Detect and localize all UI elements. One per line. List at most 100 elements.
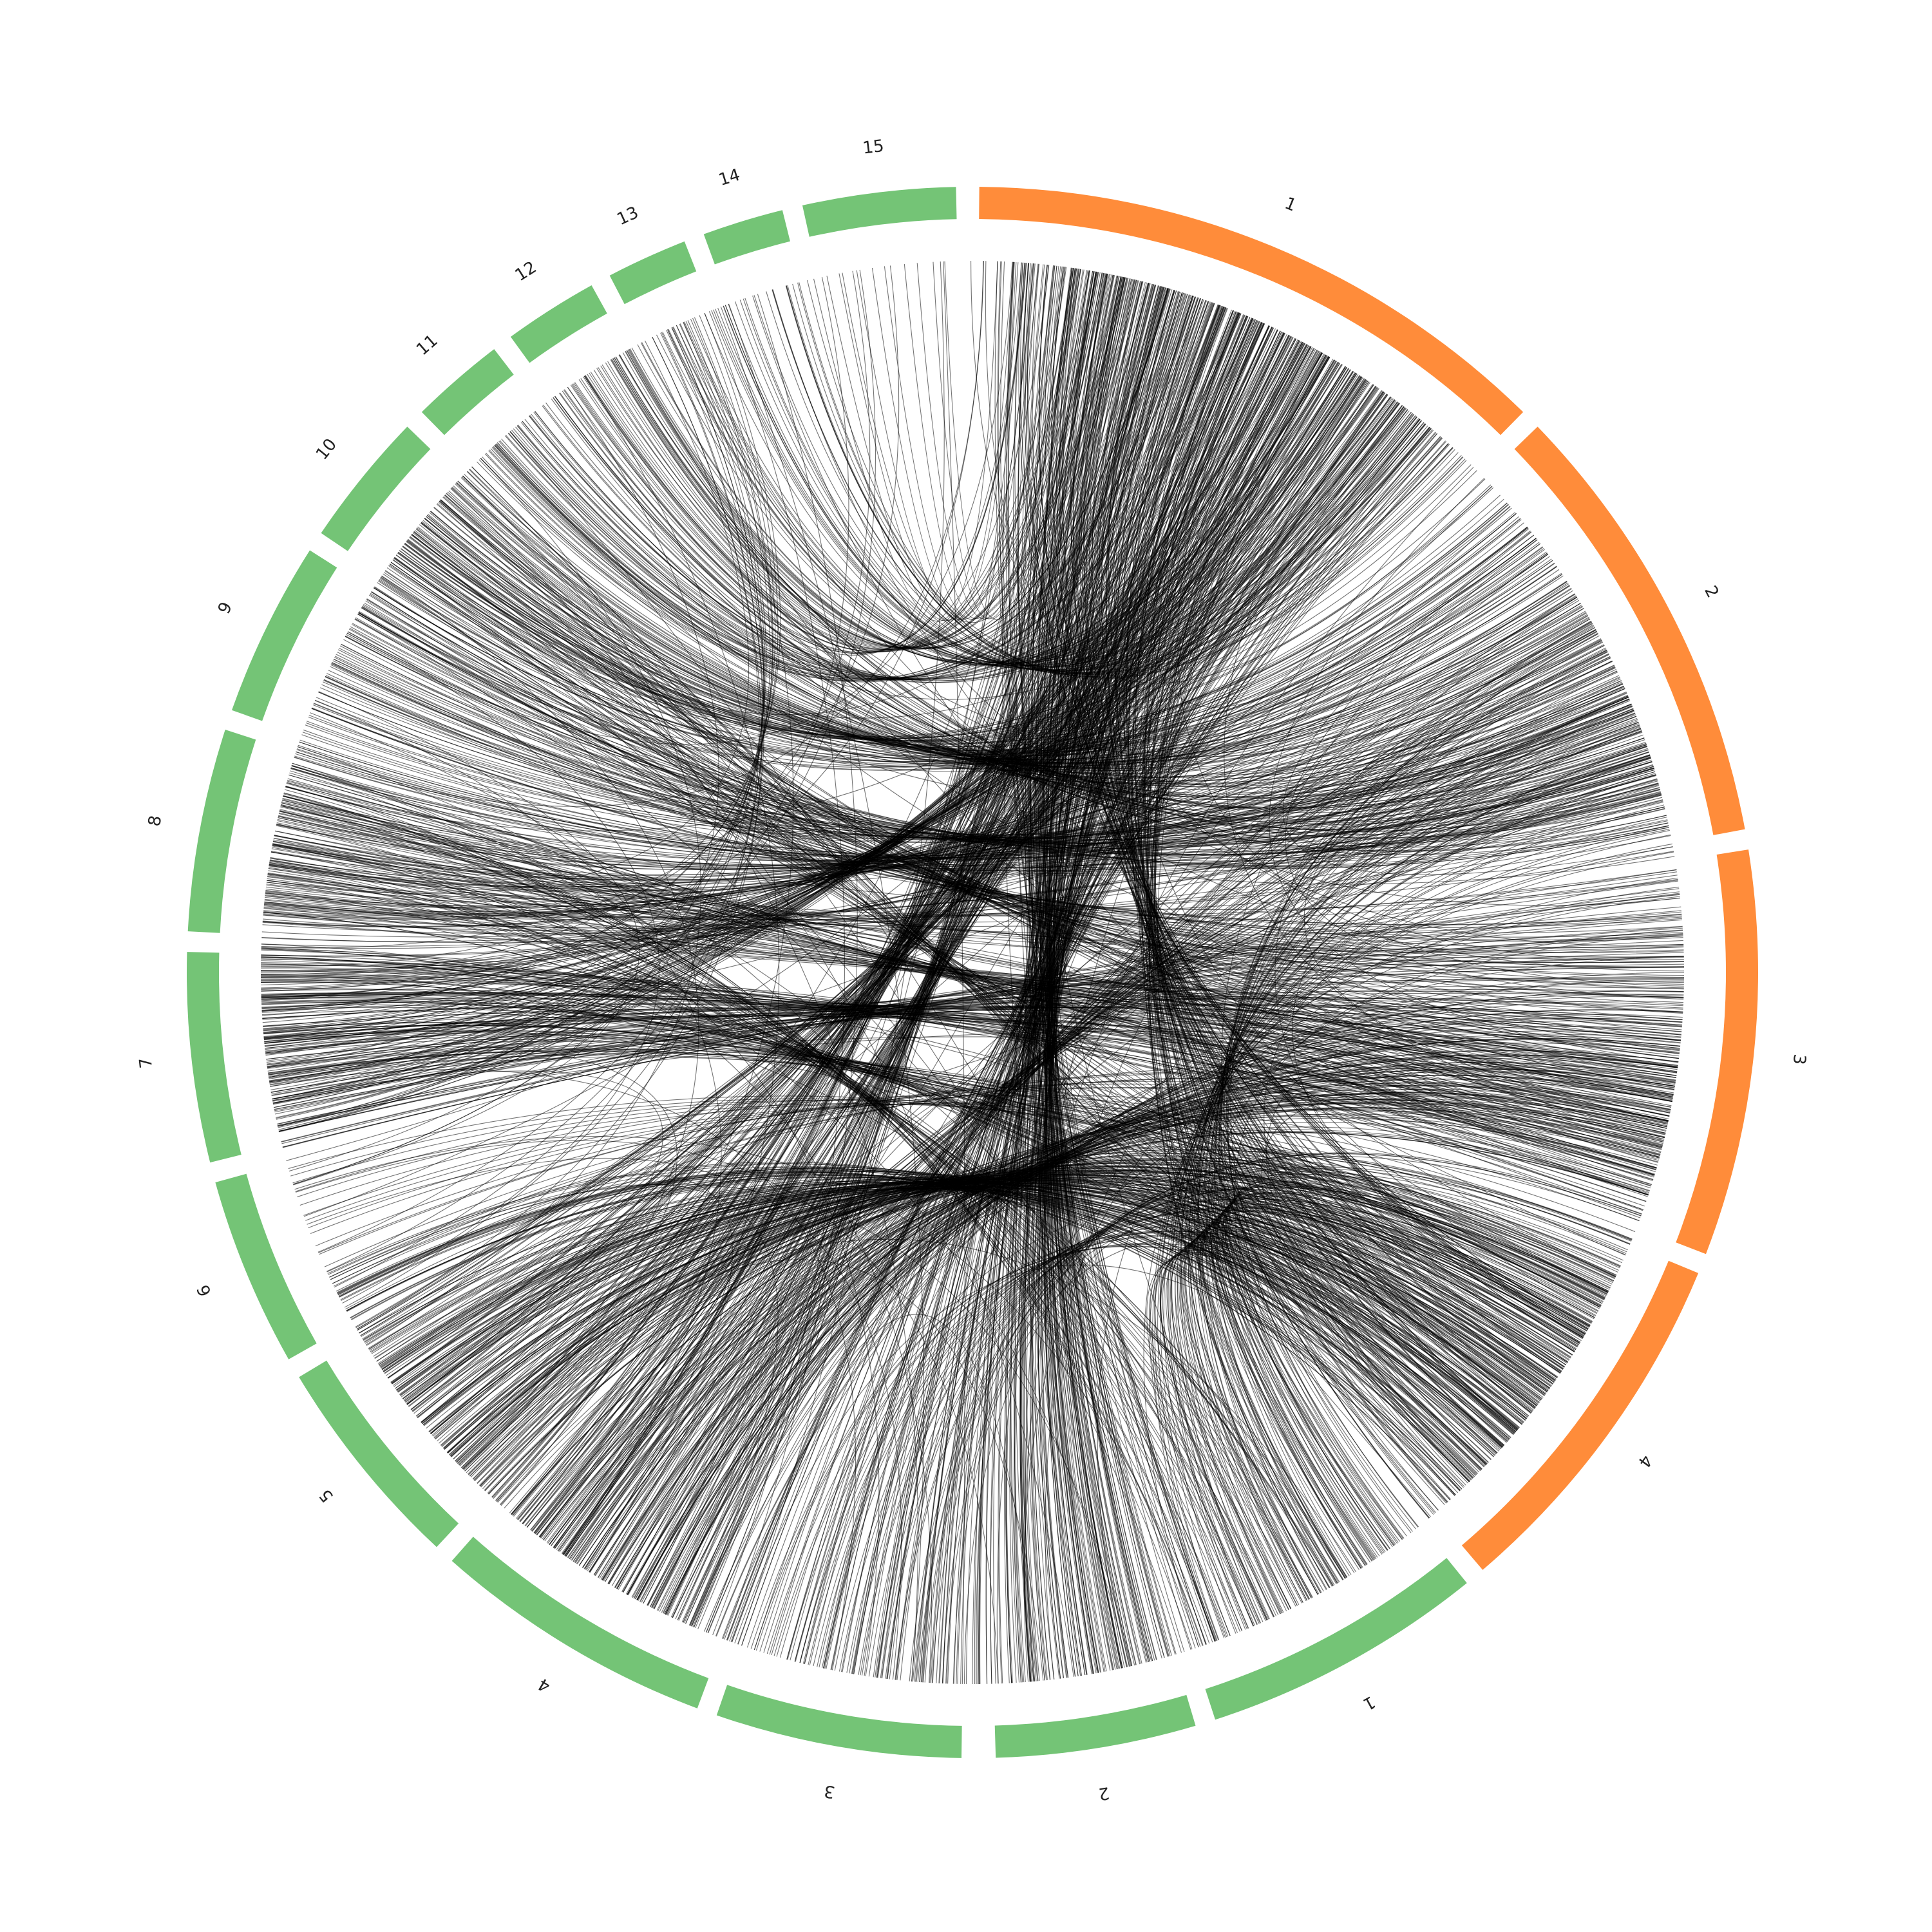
link-bundle-11 <box>1159 1251 1487 1620</box>
link-bundle-22 <box>289 774 1654 1178</box>
link-bundle-15 <box>924 1153 1642 1683</box>
link-sparse <box>422 486 1493 1425</box>
link-bundle-17 <box>544 787 1660 1542</box>
link-bundle-24 <box>421 504 1509 744</box>
link-bundle-26 <box>626 294 1191 649</box>
link-sparse <box>383 573 699 1468</box>
link-bundle-29 <box>261 666 1615 949</box>
link-bundle-24 <box>453 485 1578 761</box>
link-bundle-17 <box>538 755 1651 1537</box>
link-sparse <box>712 307 846 1635</box>
link-bundle-24 <box>392 437 1443 740</box>
link-sparse <box>333 1184 779 1627</box>
link-bundle-19 <box>455 1166 1607 1462</box>
link-bundle-26 <box>605 276 1121 648</box>
link-bundle-24 <box>433 507 1547 752</box>
segment-label-green-10: 10 <box>312 435 341 464</box>
link-sparse <box>772 289 1664 1141</box>
link-sparse <box>842 272 1103 623</box>
link-sparse <box>292 386 719 1185</box>
link-sparse <box>1027 263 1684 962</box>
link-sparse <box>1023 886 1680 1682</box>
link-bundle-11 <box>1146 1258 1473 1633</box>
link-sparse <box>269 1069 857 1671</box>
link-bundle-27 <box>344 332 764 1308</box>
link-bundle-28 <box>813 261 998 622</box>
link-sparse <box>265 625 1594 1049</box>
link-bundle-15 <box>799 1231 1551 1663</box>
link-bundle-27 <box>334 336 760 1288</box>
link-sparse <box>393 557 1260 1624</box>
link-bundle-25 <box>520 344 1308 679</box>
link-sparse <box>509 431 1258 1625</box>
link-sparse <box>450 1259 1044 1681</box>
link-bundle-26 <box>612 286 1161 649</box>
link-sparse <box>266 340 750 894</box>
link-bundle-16 <box>519 349 1318 1522</box>
link-bundle-25 <box>504 318 1254 678</box>
link-bundle-12 <box>1179 794 1662 1620</box>
link-bundle-24 <box>443 496 1563 756</box>
link-bundle-27 <box>317 329 765 1253</box>
link-sparse <box>1221 539 1538 1528</box>
segment-label-green-9: 9 <box>214 599 236 617</box>
link-bundle-29 <box>274 830 1684 954</box>
link-sparse <box>734 1264 1461 1643</box>
link-bundle-10 <box>265 1039 1580 1344</box>
link-bundle-10 <box>263 1029 1567 1364</box>
link-bundle-2 <box>1123 297 1435 1514</box>
link-bundle-28 <box>884 265 1057 620</box>
link-bundle-5 <box>272 611 1586 878</box>
link-bundle-29 <box>261 692 1627 938</box>
link-bundle-29 <box>261 644 1604 967</box>
link-bundle-20 <box>315 1095 1649 1247</box>
link-bundle-24 <box>388 428 1432 740</box>
link-sparse <box>708 1314 1038 1681</box>
link-bundle-12 <box>1230 630 1597 1532</box>
link-bundle-24 <box>420 518 1521 747</box>
link-bundle-25 <box>522 360 1337 683</box>
segment-label-orange-2: 2 <box>1700 583 1722 601</box>
link-bundle-16 <box>685 271 1097 1624</box>
segment-label-green-3: 3 <box>822 1781 836 1801</box>
link-sparse <box>278 269 876 1127</box>
link-bundle-14 <box>1037 299 1204 1679</box>
segment-label-green-6: 6 <box>194 1282 216 1299</box>
link-sparse <box>357 613 1277 1616</box>
link-bundle-19 <box>386 1180 1539 1405</box>
link-bundle-20 <box>318 1087 1657 1253</box>
link-sparse <box>263 1030 1517 1432</box>
link-sparse <box>424 517 1638 810</box>
link-sparse <box>342 627 660 1303</box>
segment-green-9 <box>231 550 337 721</box>
link-sparse <box>895 506 1511 1680</box>
segment-label-orange-3: 3 <box>1789 1053 1810 1066</box>
link-bundle-30 <box>408 538 1519 1430</box>
link-bundle-22 <box>263 907 1682 1030</box>
segment-green-1 <box>1205 1558 1467 1720</box>
link-bundle-28 <box>871 263 1039 620</box>
link-bundle-30 <box>412 534 1492 1461</box>
link-sparse <box>266 1046 677 1472</box>
link-sparse <box>1282 530 1673 875</box>
link-bundle-30 <box>407 539 1505 1446</box>
link-bundle-17 <box>554 757 1651 1549</box>
link-sparse <box>310 712 1182 1653</box>
link-sparse <box>860 1222 1569 1676</box>
link-bundle-29 <box>263 783 1659 931</box>
link-sparse <box>737 261 945 1645</box>
link-sparse <box>1269 478 1679 1063</box>
link-bundle-22 <box>272 847 1674 1097</box>
link-sparse <box>1108 282 1596 1316</box>
link-sparse <box>261 949 1601 1308</box>
link-bundle-20 <box>303 1095 1640 1222</box>
link-sparse <box>484 751 1649 1492</box>
segment-green-4 <box>451 1537 709 1709</box>
segment-orange-1 <box>979 187 1524 435</box>
segment-green-14 <box>703 210 790 265</box>
link-bundle-23 <box>368 594 1669 868</box>
segment-label-green-13: 13 <box>614 203 642 229</box>
segment-label-green-14: 14 <box>716 166 742 190</box>
link-sparse <box>1149 1220 1565 1638</box>
segment-label-green-12: 12 <box>512 258 540 285</box>
